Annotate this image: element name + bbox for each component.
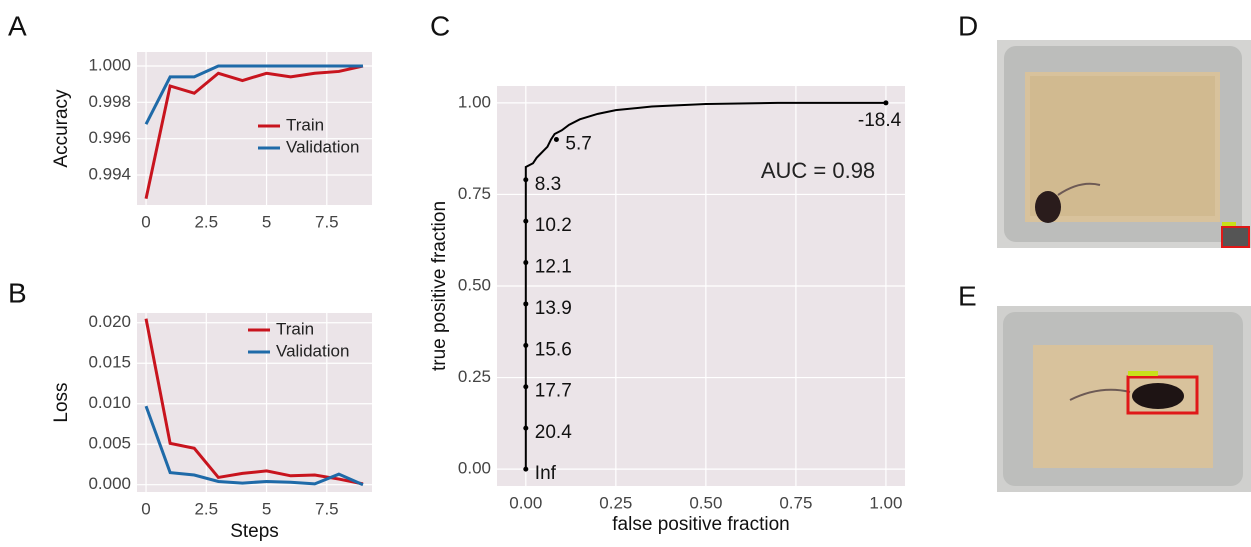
threshold-label: 20.4 xyxy=(535,422,572,443)
x-tick-label: 0.50 xyxy=(689,493,722,512)
x-tick-label: 5 xyxy=(262,499,271,518)
threshold-point xyxy=(883,100,889,106)
threshold-point xyxy=(523,425,529,431)
y-tick-label: 0.25 xyxy=(458,367,491,386)
line xyxy=(524,101,886,470)
panel-label: E xyxy=(958,280,977,311)
threshold-label: 15.6 xyxy=(535,339,572,360)
line xyxy=(144,405,364,487)
photo-d xyxy=(997,40,1251,248)
line xyxy=(144,318,364,486)
line xyxy=(144,64,364,199)
y-axis-title: Loss xyxy=(51,382,72,422)
plot-background xyxy=(137,52,372,205)
legend-label: Validation xyxy=(276,341,349,360)
y-tick-label: 0.000 xyxy=(88,474,131,493)
y-tick-label: 1.000 xyxy=(88,55,131,74)
x-axis-title: false positive fraction xyxy=(612,514,789,535)
y-tick-label: 0.996 xyxy=(88,128,131,147)
x-tick-label: 2.5 xyxy=(194,499,218,518)
panel-label: C xyxy=(430,10,450,41)
threshold-point xyxy=(523,218,529,224)
y-tick-label: 0.00 xyxy=(458,459,491,478)
x-tick-label: 0.75 xyxy=(779,493,812,512)
panel-label: B xyxy=(8,277,27,308)
threshold-label: -18.4 xyxy=(858,110,902,131)
y-tick-label: 0.994 xyxy=(88,165,131,184)
y-tick-label: 0.50 xyxy=(458,275,491,294)
threshold-label: Inf xyxy=(535,463,557,484)
x-tick-label: 1.00 xyxy=(869,493,902,512)
legend-label: Train xyxy=(286,115,324,134)
threshold-label: 5.7 xyxy=(565,133,591,154)
y-tick-label: 0.005 xyxy=(88,434,131,453)
threshold-point xyxy=(523,384,529,390)
threshold-point xyxy=(523,342,529,348)
threshold-label: 8.3 xyxy=(535,174,561,195)
threshold-point xyxy=(523,177,529,183)
y-axis-title: true positive fraction xyxy=(429,201,450,371)
x-axis-title: Steps xyxy=(230,521,279,542)
x-tick-label: 7.5 xyxy=(315,212,339,231)
annotation: AUC = 0.98 xyxy=(761,158,875,183)
x-tick-label: 0.25 xyxy=(599,493,632,512)
x-tick-label: 2.5 xyxy=(194,212,218,231)
line xyxy=(144,64,363,125)
plot-background xyxy=(137,313,372,492)
threshold-label: 12.1 xyxy=(535,257,572,278)
panel-label: A xyxy=(8,10,27,41)
x-tick-label: 0 xyxy=(141,499,150,518)
y-tick-label: 0.015 xyxy=(88,353,131,372)
panel-label: D xyxy=(958,10,978,41)
photo-e xyxy=(997,306,1251,492)
y-tick-label: 0.75 xyxy=(458,184,491,203)
y-tick-label: 0.998 xyxy=(88,92,131,111)
threshold-point xyxy=(523,301,529,307)
legend-label: Train xyxy=(276,319,314,338)
y-axis-title: Accuracy xyxy=(51,89,72,168)
y-tick-label: 1.00 xyxy=(458,92,491,111)
y-tick-label: 0.020 xyxy=(88,312,131,331)
x-tick-label: 5 xyxy=(262,212,271,231)
threshold-point xyxy=(523,466,529,472)
legend-label: Validation xyxy=(286,137,359,156)
x-tick-label: 7.5 xyxy=(315,499,339,518)
threshold-label: 17.7 xyxy=(535,381,572,402)
threshold-label: 13.9 xyxy=(535,298,572,319)
x-tick-label: 0 xyxy=(141,212,150,231)
threshold-point xyxy=(523,260,529,266)
threshold-label: 10.2 xyxy=(535,215,572,236)
threshold-point xyxy=(553,136,559,142)
x-tick-label: 0.00 xyxy=(509,493,542,512)
y-tick-label: 0.010 xyxy=(88,393,131,412)
